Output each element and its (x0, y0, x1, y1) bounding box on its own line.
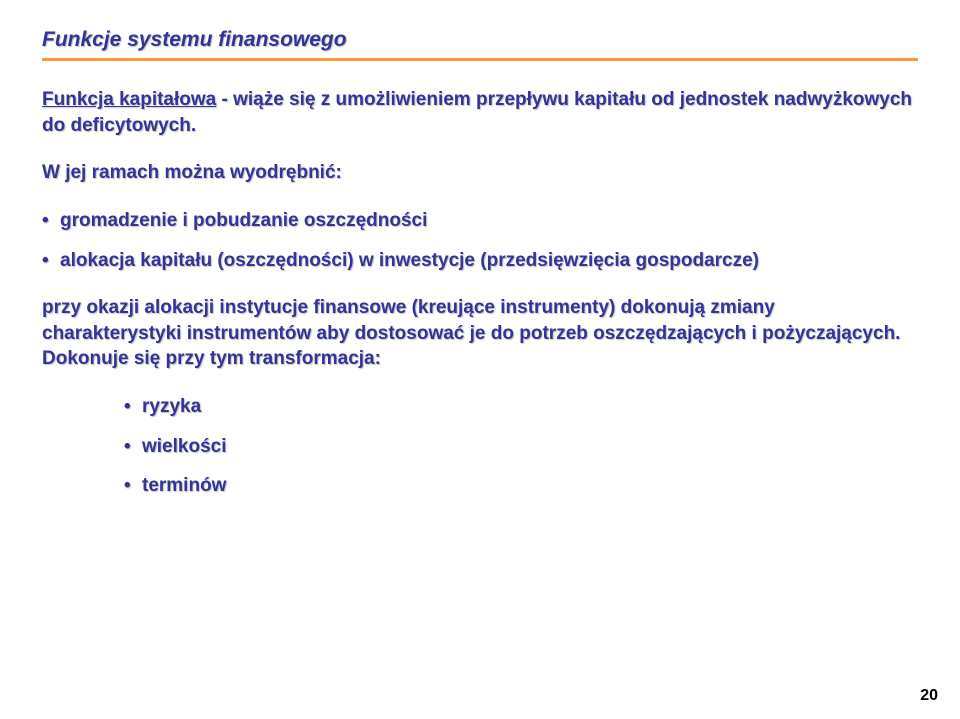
divider-rule (42, 58, 918, 61)
bullet-item: gromadzenie i pobudzanie oszczędności (42, 208, 918, 234)
slide-body: Funkcja kapitałowa - wiąże się z umożliw… (42, 87, 918, 499)
sub-bullet-item: ryzyka (124, 394, 918, 420)
intro-lead: Funkcja kapitałowa (42, 89, 216, 110)
sub-intro: W jej ramach można wyodrębnić: (42, 160, 918, 186)
slide: Funkcje systemu finansowego Funkcja kapi… (0, 0, 960, 719)
slide-title: Funkcje systemu finansowego (42, 28, 918, 52)
paragraph-2: przy okazji alokacji instytucje finansow… (42, 295, 918, 372)
page-number: 20 (920, 687, 938, 705)
sub-bullet-item: terminów (124, 473, 918, 499)
bullet-item: alokacja kapitału (oszczędności) w inwes… (42, 248, 918, 274)
sub-bullet-list: ryzyka wielkości terminów (124, 394, 918, 499)
sub-bullet-item: wielkości (124, 434, 918, 460)
intro-paragraph: Funkcja kapitałowa - wiąże się z umożliw… (42, 87, 918, 138)
bullet-list: gromadzenie i pobudzanie oszczędności al… (42, 208, 918, 273)
